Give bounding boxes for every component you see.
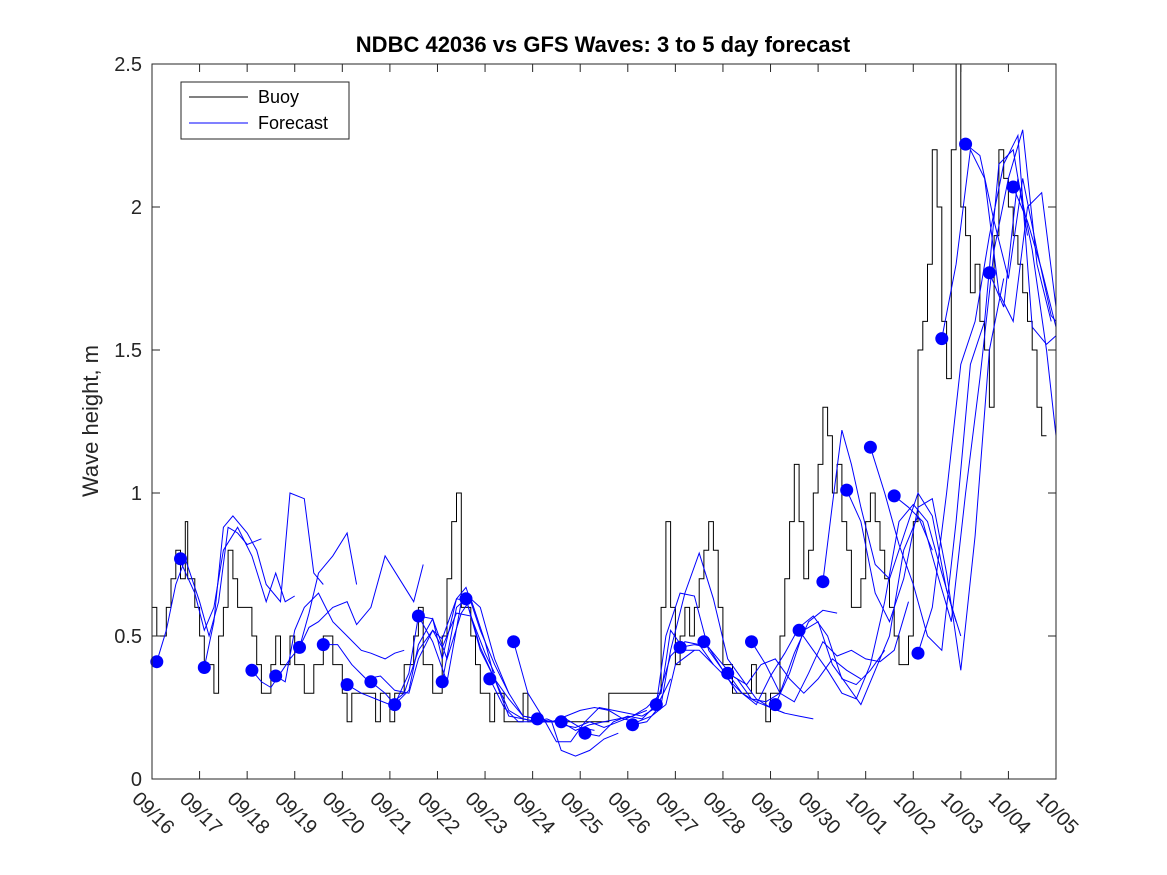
- forecast-line: [846, 278, 1005, 671]
- forecast-marker: [530, 712, 544, 726]
- forecast-marker: [911, 646, 925, 660]
- forecast-line: [584, 592, 738, 737]
- forecast-line: [513, 641, 672, 743]
- forecast-marker: [459, 592, 473, 606]
- forecast-marker: [364, 675, 378, 689]
- forecast-marker: [863, 440, 877, 454]
- forecast-marker: [982, 266, 996, 280]
- forecast-marker: [745, 635, 758, 649]
- forecast-marker: [768, 698, 782, 712]
- forecast-marker: [507, 635, 521, 649]
- forecast-marker: [316, 638, 330, 652]
- forecast-marker: [435, 675, 449, 689]
- forecast-marker: [293, 640, 306, 654]
- forecast-line: [822, 429, 962, 637]
- forecast-marker: [578, 726, 592, 740]
- forecast-marker: [483, 672, 497, 686]
- forecast-line: [869, 148, 1028, 652]
- plot-area: [152, 64, 1056, 779]
- forecast-line: [774, 514, 933, 706]
- forecast-marker: [959, 137, 973, 151]
- chart-title: NDBC 42036 vs GFS Waves: 3 to 5 day fore…: [356, 32, 851, 57]
- forecast-marker: [697, 635, 711, 649]
- forecast-line: [156, 526, 262, 662]
- axes-box: [151, 63, 1057, 780]
- y-tick-label: 2.5: [114, 54, 142, 76]
- forecast-line: [727, 615, 886, 706]
- forecast-marker: [388, 698, 402, 712]
- forecast-marker: [626, 718, 639, 732]
- forecast-marker: [649, 698, 663, 712]
- y-tick-label: 0.5: [114, 626, 142, 648]
- forecast-marker: [673, 640, 687, 654]
- forecast-marker: [245, 663, 259, 677]
- forecast-line: [203, 492, 324, 668]
- y-axis-label: Wave height, m: [78, 345, 103, 497]
- forecast-line: [798, 503, 957, 700]
- y-tick-label: 1.5: [114, 340, 142, 362]
- forecast-marker: [174, 552, 187, 566]
- forecast-series: [156, 129, 1057, 757]
- forecast-line: [751, 601, 909, 703]
- buoy-line: [152, 63, 1047, 723]
- legend-buoy-label: Buoy: [258, 87, 299, 107]
- y-tick-label: 1: [131, 483, 142, 505]
- y-tick-label: 2: [131, 197, 142, 219]
- legend-box: [180, 81, 350, 140]
- forecast-line: [917, 133, 1057, 654]
- forecast-line: [394, 598, 538, 720]
- forecast-marker: [1006, 180, 1020, 194]
- forecast-marker: [792, 623, 806, 637]
- legend: Buoy Forecast: [180, 81, 350, 140]
- forecast-markers: [150, 137, 1020, 740]
- forecast-marker: [840, 483, 854, 497]
- forecast-line: [941, 148, 1057, 339]
- forecast-line: [180, 526, 295, 632]
- forecast-line: [893, 129, 1052, 622]
- forecast-line: [275, 592, 405, 683]
- forecast-line: [965, 143, 1057, 322]
- forecast-marker: [935, 332, 949, 346]
- forecast-line: [1012, 186, 1057, 328]
- forecast-line: [299, 554, 424, 648]
- forecast-line: [560, 629, 714, 731]
- forecast-marker: [197, 661, 211, 674]
- legend-forecast-label: Forecast: [258, 113, 328, 133]
- forecast-line: [323, 598, 471, 694]
- forecast-marker: [411, 609, 425, 623]
- buoy-series: [152, 63, 1047, 723]
- forecast-marker: [150, 655, 164, 669]
- forecast-marker: [887, 489, 901, 503]
- forecast-marker: [340, 678, 354, 692]
- forecast-marker: [816, 575, 830, 589]
- y-tick-label: 0: [131, 769, 142, 791]
- forecast-marker: [721, 666, 735, 680]
- forecast-marker: [269, 669, 283, 683]
- forecast-marker: [554, 715, 568, 729]
